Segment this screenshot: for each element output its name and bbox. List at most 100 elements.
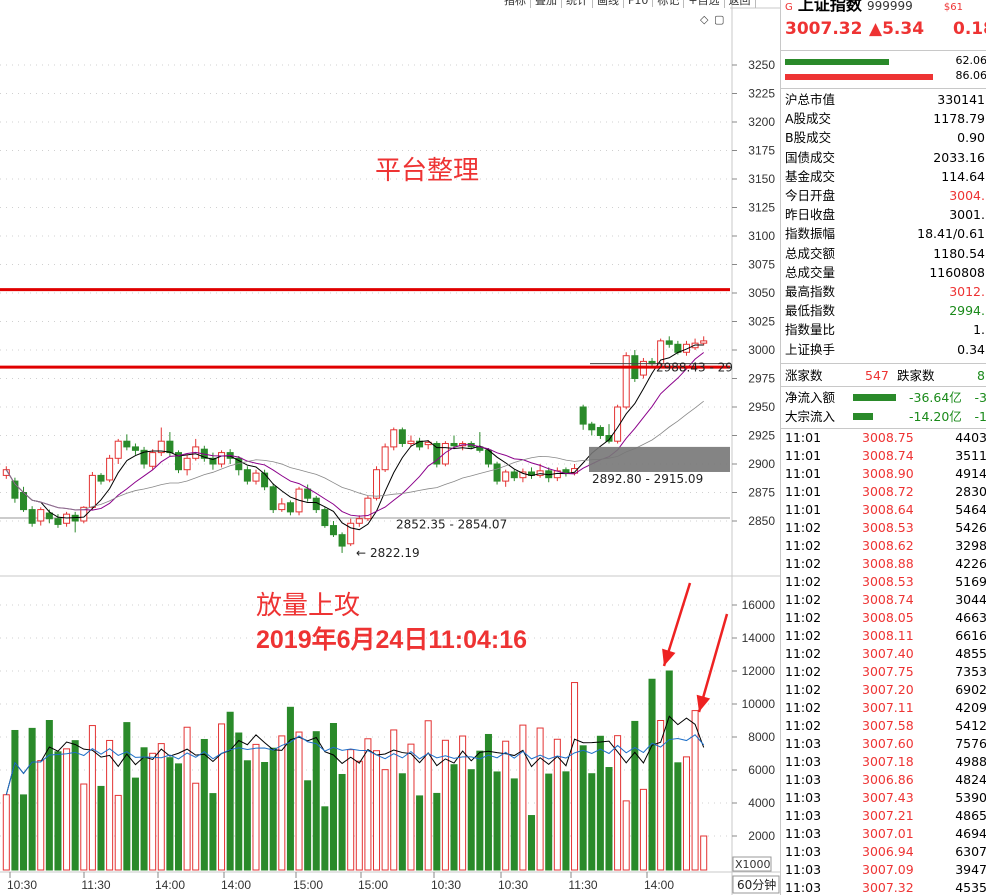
toolbar-item[interactable]: 画线 (593, 0, 624, 8)
tick-row: 11:02 3008.11 6616 (785, 627, 986, 645)
tick-price: 3006.94 (862, 844, 914, 859)
candle-body (166, 440, 174, 454)
toolbar-item[interactable]: 叠加 (531, 0, 562, 8)
tick-price: 3007.11 (862, 700, 914, 715)
volume-axis: 16000 14000 12000 10000 8000 6000 4000 2000 X100… (732, 598, 776, 872)
volume-bar (682, 756, 690, 871)
tick-row: 11:02 3008.88 4226 (785, 555, 986, 573)
volume-bar (97, 785, 105, 871)
price-tick-label: 3250 (748, 58, 775, 72)
stat-value: 1180.54 (933, 245, 985, 261)
toolbar-item[interactable]: 指标 (500, 0, 531, 8)
volume-bar (45, 720, 53, 871)
price-change-pct: 0.18 (953, 19, 986, 39)
time-tick-label: 11:30 (81, 878, 110, 892)
chart-grid: ◇ ▢ (0, 0, 780, 895)
stat-row: 国债成交 2033.16 (785, 148, 986, 167)
moving-average-lines (5, 344, 704, 531)
tick-time: 11:02 (785, 664, 822, 679)
tick-time: 11:02 (785, 700, 822, 715)
tick-price: 3007.43 (862, 790, 914, 805)
period-label: 60分钟 (737, 877, 776, 892)
tick-volume: 4988 (955, 754, 986, 769)
tick-price: 3007.20 (862, 682, 914, 697)
volume-bar (364, 738, 372, 871)
stock-extra: $61 (943, 2, 963, 13)
time-axis: 10:30 11:30 14:00 14:00 15:00 15:00 10:30 10:30… (7, 872, 780, 894)
candle-body (502, 471, 510, 482)
candle-body (338, 534, 346, 547)
tick-time: 11:03 (785, 844, 822, 859)
quote-panel: G 上证指数 999999 $61 3007.32 ▲5.34 0.18 62.… (780, 0, 986, 895)
time-tick-label: 10:30 (7, 878, 37, 892)
tick-volume: 2830 (955, 484, 986, 499)
stat-label: 上证换手 (785, 341, 836, 357)
tick-row: 11:03 3007.32 4535 (785, 879, 986, 895)
volume-bar (114, 794, 122, 871)
tick-price: 3008.74 (862, 592, 914, 607)
volume-bar (691, 710, 699, 871)
candle-body (373, 469, 381, 499)
tick-time: 11:02 (785, 520, 822, 535)
toolbar-item[interactable]: F10 (624, 0, 654, 7)
volume-bar (54, 751, 62, 871)
candle-body (571, 468, 579, 474)
tick-row: 11:01 3008.74 3511 (785, 447, 986, 465)
tick-time: 11:03 (785, 772, 822, 787)
stat-label: 指数量比 (785, 322, 836, 338)
tick-time: 11:03 (785, 862, 822, 877)
candle-body (364, 497, 372, 520)
tick-price: 3008.90 (862, 466, 914, 481)
tick-time: 11:01 (785, 430, 822, 445)
toolbar-item[interactable]: +自选 (684, 0, 725, 8)
sell-value: 86.06 (955, 69, 986, 82)
volume-bar (493, 771, 501, 871)
tick-volume: 5426 (955, 520, 986, 535)
tick-time: 11:02 (785, 592, 822, 607)
volume-bar (304, 780, 312, 871)
volume-bar (605, 767, 613, 871)
stat-value: 18.41/0.61 (917, 226, 985, 242)
tick-time: 11:03 (785, 880, 822, 895)
tick-row: 11:03 3006.94 6307 (785, 843, 986, 861)
diamond-icon: ◇ (700, 13, 709, 26)
stat-label: 最低指数 (785, 303, 836, 319)
flow-tail: -1 (974, 409, 986, 424)
price-tick-label: 3075 (748, 258, 775, 272)
toolbar-item[interactable]: 统计 (562, 0, 593, 8)
time-tick-label: 14:00 (644, 878, 674, 892)
low-arrow-glyph: ← (356, 546, 366, 560)
toolbar-item[interactable]: 返回 (725, 0, 756, 8)
period-box (732, 875, 780, 894)
volume-bar (648, 678, 656, 871)
volume-bar (373, 750, 381, 871)
time-tick-label: 15:00 (358, 878, 388, 892)
flow-label: 净流入额 (785, 390, 836, 405)
volume-bar (631, 720, 639, 871)
tick-row: 11:02 3008.62 3298 (785, 537, 986, 555)
time-tick-label: 14:00 (155, 878, 185, 892)
candle-body (390, 429, 398, 448)
tick-volume: 5464 (955, 502, 986, 517)
candle-body (114, 440, 122, 459)
toolbar-item[interactable]: 标记 (653, 0, 685, 8)
candle-body (149, 452, 157, 467)
price-tick-label: 2875 (748, 486, 775, 500)
down-label: 跌家数 (897, 368, 935, 383)
tick-row: 11:01 3008.75 4403 (785, 429, 986, 447)
tick-row: 11:01 3008.64 5464 (785, 501, 986, 519)
candle-body (596, 427, 604, 436)
volume-tick-label: 2000 (748, 829, 775, 843)
candle-body (278, 503, 286, 511)
candle-body (63, 513, 71, 524)
volume-bar (183, 726, 191, 871)
volume-tick-label: 10000 (742, 697, 776, 711)
tick-time: 11:03 (785, 790, 822, 805)
tick-price: 3008.64 (862, 502, 914, 517)
tick-volume: 5169 (955, 574, 986, 589)
volume-unit-box (732, 856, 772, 872)
stat-row: 上证换手 0.34 (785, 340, 986, 359)
candlestick-chart[interactable]: ◇ ▢ 3250322532003175315031253100307530503… (0, 0, 780, 895)
flow-label: 大宗流入 (785, 409, 836, 424)
low-label: 2822.19 (370, 546, 420, 560)
